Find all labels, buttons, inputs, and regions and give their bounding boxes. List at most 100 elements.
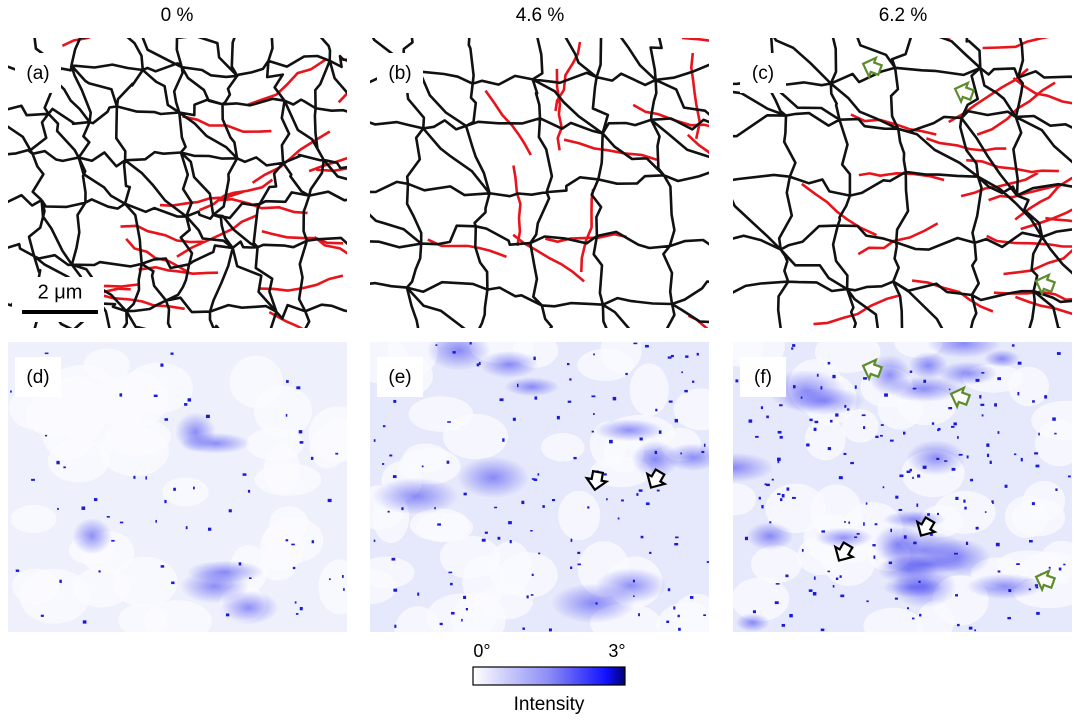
speck [1007,616,1011,620]
speck [923,379,927,383]
speck [382,425,386,428]
speck [775,583,780,585]
speck [979,395,982,399]
speck [617,517,620,520]
speck [632,579,635,583]
strain-blob [175,412,216,453]
speck [531,573,534,577]
speck [335,452,339,455]
speck [917,474,921,478]
speck [955,594,958,597]
speck [843,452,847,456]
speck [674,542,679,546]
speck [645,502,650,506]
speck [681,371,683,374]
speck [1016,563,1020,565]
speck [674,418,679,423]
speck [948,406,953,410]
strain-blob [984,349,1020,368]
speck [919,613,922,617]
grain [318,559,347,615]
strain-blob [595,567,667,604]
speck [899,474,904,478]
speck [777,457,781,462]
grain [10,504,57,534]
speck [785,574,789,578]
speck [880,424,884,426]
speck [294,601,297,604]
speck [341,575,344,578]
speck [838,476,843,480]
speck [44,434,48,437]
speck [497,536,501,540]
speck [830,419,833,423]
speck [922,465,927,469]
strain-label: 4.6 % [516,5,565,26]
speck [856,533,860,535]
speck [685,355,689,358]
speck [865,502,868,505]
speck [968,626,973,630]
speck [187,398,192,402]
intensity [370,342,709,632]
speck [517,383,519,388]
speck [936,457,940,460]
speck [373,439,376,442]
strain-blob [479,350,539,379]
speck [752,610,757,614]
speck [889,439,894,442]
speck [534,396,538,400]
strain-blob [426,342,491,371]
label-bg [15,53,61,93]
speck [291,543,295,546]
speck [975,526,979,530]
speck [706,561,709,563]
speck [912,387,917,390]
speck [701,450,705,454]
speck [1054,432,1057,435]
speck [286,380,289,383]
speck [677,614,680,618]
speck [484,531,488,534]
speck [779,404,783,407]
speck [298,430,303,434]
speck [981,372,985,374]
speck [984,511,987,513]
speck [469,342,472,345]
speck [820,628,825,632]
speck [446,460,450,464]
strain-blob [186,560,265,583]
arrow [861,357,884,382]
speck [373,539,376,542]
arrow [1034,568,1057,593]
speck [603,473,607,476]
grain [733,577,790,622]
speck [509,540,512,544]
speck [964,506,967,510]
grain [309,426,346,469]
speck [40,614,44,617]
speck [1044,395,1048,399]
speck [639,437,643,441]
speck [612,396,617,401]
grain [577,348,634,382]
speck [937,512,939,516]
speck [937,429,940,432]
strain-blob [746,522,794,551]
speck [958,453,963,456]
panel-label: (e) [388,367,411,388]
speck [808,589,813,592]
speck [31,478,35,481]
speck [951,425,955,428]
speck [844,404,847,408]
grain [162,477,209,507]
speck [703,443,706,447]
speck [292,566,296,570]
speck [863,426,866,430]
grain [629,363,669,416]
speck [1034,452,1039,455]
speck [1058,567,1062,571]
speck [832,374,836,379]
speck [696,352,699,356]
speck [963,499,966,503]
